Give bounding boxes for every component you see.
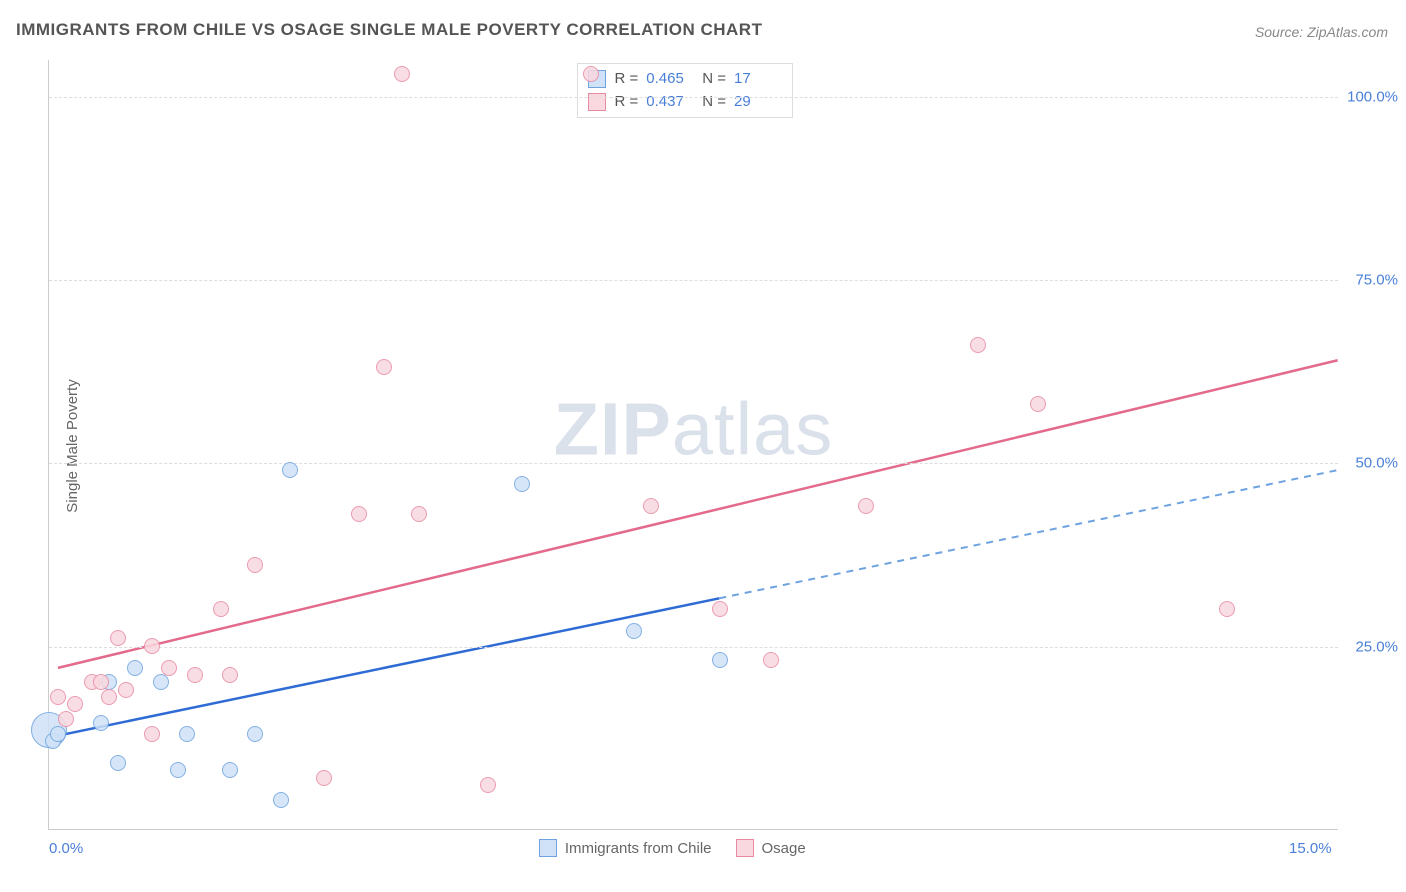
scatter-point: [144, 638, 160, 654]
legend-swatch: [736, 839, 754, 857]
scatter-point: [763, 652, 779, 668]
legend-swatch: [588, 93, 606, 111]
gridline-horizontal: [49, 463, 1338, 464]
scatter-point: [712, 652, 728, 668]
scatter-point: [144, 726, 160, 742]
legend-n-label: N =: [702, 91, 726, 114]
scatter-point: [93, 674, 109, 690]
x-tick-label: 15.0%: [1289, 840, 1332, 857]
scatter-point: [394, 66, 410, 82]
y-tick-label: 75.0%: [1343, 272, 1398, 289]
legend-series-item: Osage: [736, 839, 806, 857]
scatter-point: [179, 726, 195, 742]
scatter-point: [247, 726, 263, 742]
trend-line: [49, 598, 719, 737]
scatter-point: [583, 66, 599, 82]
legend-stat-row: R = 0.437 N = 29: [588, 91, 782, 114]
scatter-point: [50, 689, 66, 705]
scatter-point: [222, 762, 238, 778]
scatter-point: [1219, 601, 1235, 617]
chart-container: IMMIGRANTS FROM CHILE VS OSAGE SINGLE MA…: [0, 0, 1406, 892]
legend-stat-row: R = 0.465 N = 17: [588, 68, 782, 91]
scatter-point: [712, 601, 728, 617]
scatter-point: [93, 715, 109, 731]
legend-swatch: [539, 839, 557, 857]
scatter-point: [643, 498, 659, 514]
scatter-point: [858, 498, 874, 514]
scatter-point: [514, 476, 530, 492]
plot-area: ZIPatlas R =0.465N =17R =0.437N =29 Immi…: [48, 60, 1338, 830]
scatter-point: [282, 462, 298, 478]
scatter-point: [316, 770, 332, 786]
y-tick-label: 50.0%: [1343, 455, 1398, 472]
y-tick-label: 25.0%: [1343, 638, 1398, 655]
legend-n-value: 29: [734, 91, 782, 114]
trend-line: [58, 360, 1338, 668]
scatter-point: [970, 337, 986, 353]
x-tick-label: 0.0%: [49, 840, 83, 857]
scatter-point: [67, 696, 83, 712]
scatter-point: [161, 660, 177, 676]
legend-n-value: 17: [734, 68, 782, 91]
y-tick-label: 100.0%: [1343, 88, 1398, 105]
legend-series-item: Immigrants from Chile: [539, 839, 712, 857]
legend-r-value: 0.465: [646, 68, 694, 91]
scatter-point: [58, 711, 74, 727]
scatter-point: [118, 682, 134, 698]
scatter-point: [222, 667, 238, 683]
legend-top: R = 0.465 N = 17 R = 0.437 N = 29: [577, 63, 793, 118]
scatter-point: [480, 777, 496, 793]
watermark-bold: ZIP: [554, 388, 672, 471]
legend-n-label: N =: [702, 68, 726, 91]
scatter-point: [626, 623, 642, 639]
chart-title: IMMIGRANTS FROM CHILE VS OSAGE SINGLE MA…: [16, 20, 762, 40]
legend-series-name: Immigrants from Chile: [565, 840, 712, 857]
gridline-horizontal: [49, 647, 1338, 648]
legend-r-label: R =: [614, 68, 638, 91]
trend-line-dashed: [719, 470, 1337, 598]
scatter-point: [101, 689, 117, 705]
watermark: ZIPatlas: [554, 387, 833, 472]
watermark-rest: atlas: [672, 388, 833, 471]
scatter-point: [213, 601, 229, 617]
legend-r-value: 0.437: [646, 91, 694, 114]
scatter-point: [1030, 396, 1046, 412]
scatter-point: [273, 792, 289, 808]
scatter-point: [110, 630, 126, 646]
scatter-point: [50, 726, 66, 742]
scatter-point: [376, 359, 392, 375]
scatter-point: [411, 506, 427, 522]
source-attribution: Source: ZipAtlas.com: [1255, 24, 1388, 40]
scatter-point: [153, 674, 169, 690]
gridline-horizontal: [49, 280, 1338, 281]
scatter-point: [127, 660, 143, 676]
scatter-point: [170, 762, 186, 778]
gridline-horizontal: [49, 97, 1338, 98]
scatter-point: [351, 506, 367, 522]
legend-r-label: R =: [614, 91, 638, 114]
scatter-point: [247, 557, 263, 573]
legend-bottom: Immigrants from Chile Osage: [539, 839, 806, 857]
trend-lines-svg: [49, 60, 1338, 829]
legend-series-name: Osage: [762, 840, 806, 857]
scatter-point: [110, 755, 126, 771]
scatter-point: [187, 667, 203, 683]
